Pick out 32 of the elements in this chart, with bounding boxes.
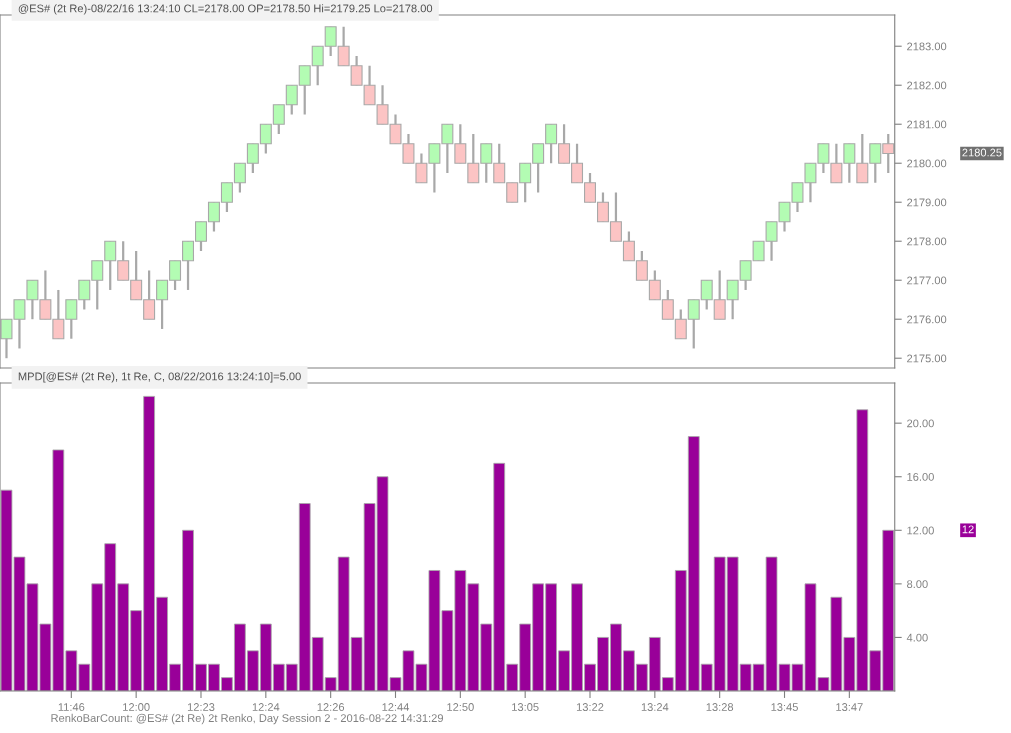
y-tick-label: 2176.00	[907, 315, 947, 324]
x-tick-label: 13:28	[706, 703, 734, 711]
x-tick-label: 11:46	[58, 703, 85, 711]
x-tick-label: 13:47	[836, 703, 863, 711]
x-tick-label: 13:05	[512, 703, 539, 711]
x-tick-label: 12:44	[382, 703, 410, 711]
text: RenkoBarCount: @ES# (2t Re) 2t Renko, Day Session 2 - 2016-08-22 14:31:29	[51, 713, 443, 725]
y-tick-label: 2181.00	[907, 120, 947, 129]
y-tick-label: 2178.00	[907, 237, 947, 246]
y-tick-label: 8.00	[907, 580, 928, 588]
y-tick-label: 2183.00	[907, 42, 947, 51]
y-tick-label: 2182.00	[907, 81, 947, 90]
x-tick-label: 12:26	[317, 703, 345, 711]
chart-title: @ES# (2t Re)-08/22/16 13:24:10 CL=2178.00 OP=2178.50 Hi=2179.25 Lo=2178.00	[18, 4, 433, 15]
x-tick-label: 12:24	[252, 703, 280, 711]
x-tick-label: 12:00	[123, 703, 150, 711]
x-tick-label: 13:24	[641, 703, 669, 711]
y-tick-label: 2177.00	[907, 276, 947, 285]
y-tick-label: 12.00	[907, 526, 934, 535]
x-tick-label: 13:45	[771, 703, 798, 711]
y-tick-label: 2179.00	[907, 198, 947, 207]
y-tick-label: 4.00	[906, 633, 928, 642]
text: 2180.25	[962, 148, 1002, 157]
y-tick-label: 16.00	[907, 473, 934, 481]
text: 12	[962, 525, 974, 534]
x-tick-label: 12:23	[187, 703, 215, 711]
chart-title: MPD[@ES# (2t Re), 1t Re, C, 08/22/2016 13:24:10]=5.00	[18, 372, 301, 383]
x-tick-label: 13:22	[576, 703, 604, 711]
y-tick-label: 20.00	[907, 419, 934, 428]
y-tick-label: 2175.00	[907, 354, 947, 363]
y-tick-label: 2180.00	[907, 159, 947, 168]
x-tick-label: 12:50	[447, 703, 474, 711]
